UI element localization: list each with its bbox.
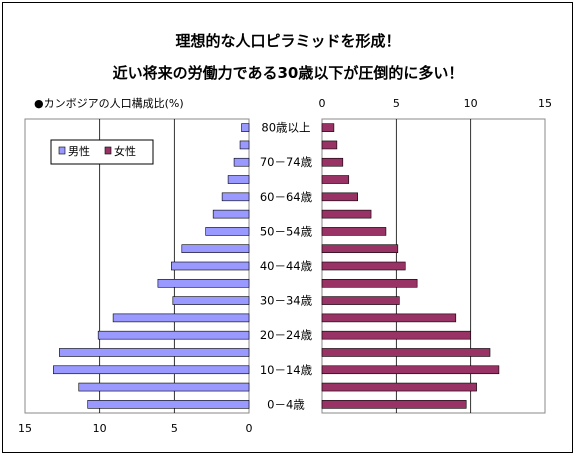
female-plot-area — [321, 118, 546, 414]
male-bar — [78, 382, 250, 392]
chart-subtitle: 近い将来の労働力である30歳以下が圧倒的に多い！ — [113, 64, 464, 82]
legend: 男性 女性 — [50, 139, 154, 165]
female-bar — [321, 227, 387, 236]
chart-frame — [2, 2, 573, 453]
male-bar — [181, 244, 250, 254]
male-bar — [171, 261, 250, 271]
female-bar — [321, 175, 350, 184]
legend-box — [50, 139, 154, 165]
male-bar — [172, 296, 250, 305]
female-tick-label: 10 — [464, 97, 478, 110]
female-bar — [321, 140, 338, 150]
legend-label-female: 女性 — [114, 144, 136, 158]
female-bar — [321, 348, 491, 357]
age-label: 0－4歳 — [267, 397, 305, 411]
age-label: 40－44歳 — [260, 259, 313, 273]
legend-label-male: 男性 — [68, 144, 90, 158]
female-bar — [321, 261, 406, 271]
age-label: 50－54歳 — [260, 224, 313, 238]
female-bar — [321, 400, 467, 409]
female-bar — [321, 296, 400, 305]
female-bar — [321, 365, 500, 375]
male-bar — [241, 123, 250, 132]
male-bar — [53, 365, 250, 375]
male-bar — [112, 313, 250, 323]
female-tick-label: 0 — [319, 97, 326, 110]
male-bar — [97, 330, 250, 340]
female-bar — [321, 330, 471, 340]
male-plot-area — [24, 118, 250, 414]
legend-swatch-male — [58, 146, 66, 155]
male-bar — [212, 209, 250, 219]
age-label: 10－14歳 — [260, 363, 313, 377]
female-bar — [321, 157, 344, 167]
female-tick-label: 5 — [393, 97, 400, 110]
male-bar — [205, 227, 250, 236]
age-labels: 0－4歳 10－14歳 20－24歳 30－34歳 40－44歳 50－54歳 60－64歳… — [260, 121, 313, 412]
chart-title: 理想的な人口ピラミッドを形成！ — [175, 32, 400, 50]
female-bar — [321, 278, 418, 288]
y-axis-title: ●カンボジアの人口構成比(%) — [34, 97, 184, 110]
female-bar — [321, 382, 477, 392]
age-label: 30－34歳 — [260, 294, 313, 308]
age-label: 20－24歳 — [260, 328, 313, 342]
legend-swatch-female — [104, 146, 112, 155]
male-tick-label: 0 — [246, 422, 253, 435]
axis-ticks: 0 0 5 5 10 10 15 15 — [18, 97, 552, 435]
age-label: 80歳以上 — [261, 121, 310, 135]
female-bar — [321, 192, 358, 202]
male-bar — [87, 400, 250, 409]
male-tick-label: 5 — [171, 422, 178, 435]
age-label: 70－74歳 — [260, 155, 313, 169]
female-bar — [321, 209, 372, 219]
female-bar — [321, 123, 335, 132]
male-tick-label: 10 — [93, 422, 107, 435]
female-bar — [321, 313, 457, 323]
female-bar — [321, 244, 399, 254]
male-bar — [233, 157, 250, 167]
male-bar — [59, 348, 250, 357]
male-bar — [239, 140, 250, 150]
female-tick-label: 15 — [538, 97, 552, 110]
male-bar — [157, 278, 250, 288]
male-tick-label: 15 — [18, 422, 32, 435]
male-bar — [227, 175, 250, 184]
male-bar — [221, 192, 250, 202]
age-label: 60－64歳 — [260, 190, 313, 204]
